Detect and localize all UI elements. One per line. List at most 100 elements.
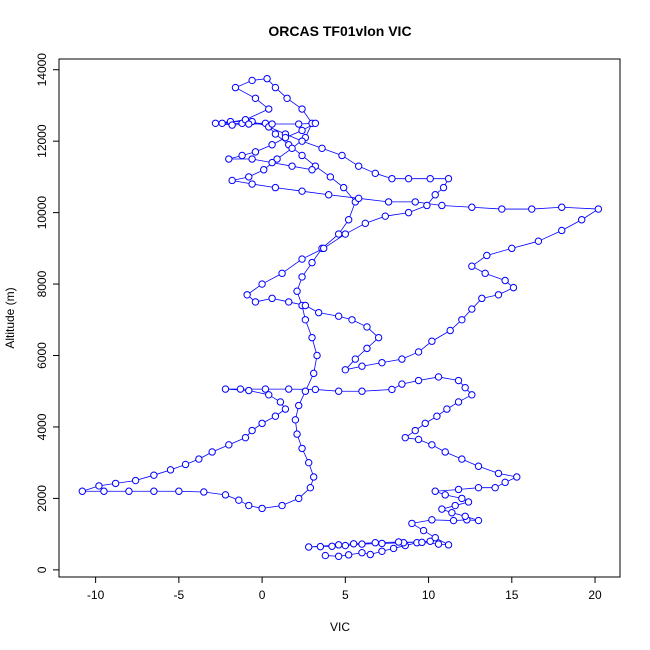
data-point	[458, 316, 466, 324]
data-point	[358, 549, 366, 557]
series-segment	[275, 187, 303, 192]
data-point	[394, 538, 403, 546]
y-tick-label: 14000	[35, 53, 49, 87]
y-tick-label: 4000	[35, 413, 49, 440]
data-point	[305, 543, 313, 551]
data-point	[321, 551, 330, 560]
series-segment	[323, 233, 346, 249]
data-point	[431, 534, 439, 542]
data-point	[316, 542, 325, 551]
data-point	[334, 312, 343, 320]
y-tick-label: 2000	[35, 485, 49, 512]
data-point	[285, 298, 293, 306]
data-point	[245, 501, 253, 510]
data-point	[334, 552, 343, 560]
data-point	[308, 166, 316, 174]
data-point	[534, 237, 543, 245]
data-point	[414, 435, 423, 444]
x-tick-label: -5	[174, 588, 185, 602]
data-point	[311, 119, 320, 128]
series-segment	[385, 212, 409, 217]
data-point	[241, 433, 250, 442]
data-point	[508, 244, 516, 253]
data-point	[301, 387, 310, 395]
x-tick-label: -10	[87, 588, 105, 602]
data-point	[358, 362, 366, 370]
series-segment	[561, 219, 582, 231]
data-point	[374, 333, 383, 342]
data-point	[398, 380, 406, 388]
data-point	[358, 387, 366, 395]
data-point	[314, 308, 323, 317]
data-point	[468, 203, 476, 211]
plot-area-frame	[58, 58, 621, 578]
x-tick-label: 20	[588, 588, 602, 602]
data-point	[433, 412, 441, 420]
data-point	[265, 105, 273, 113]
data-point	[150, 471, 158, 479]
data-point	[464, 498, 473, 506]
data-point	[426, 174, 434, 183]
data-point	[421, 419, 429, 428]
data-point	[225, 155, 233, 163]
data-point	[431, 191, 439, 199]
series-segment	[245, 108, 269, 121]
data-point	[260, 166, 268, 174]
x-tick-label: 15	[505, 588, 519, 602]
data-point	[431, 487, 439, 495]
data-point	[258, 280, 266, 288]
data-point	[461, 512, 469, 520]
data-point	[281, 133, 290, 142]
x-tick-label: 10	[422, 588, 436, 602]
data-point	[411, 426, 419, 435]
data-point	[221, 491, 230, 499]
data-point	[268, 158, 276, 167]
data-point	[411, 198, 419, 206]
series-segment	[345, 222, 366, 235]
data-point	[228, 176, 236, 185]
data-point	[334, 387, 343, 395]
data-point	[444, 174, 453, 183]
data-point	[474, 462, 483, 470]
data-point	[301, 301, 310, 310]
data-point	[404, 208, 413, 217]
chart-title: ORCAS TF01vlon VIC	[268, 23, 411, 39]
data-point	[276, 398, 285, 406]
series-segment	[486, 247, 512, 256]
data-point	[384, 198, 393, 206]
data-point	[251, 148, 260, 156]
data-point	[288, 144, 296, 153]
data-point	[334, 230, 343, 238]
data-point	[308, 258, 316, 267]
data-point	[351, 355, 360, 363]
data-point	[408, 519, 416, 528]
data-point	[468, 391, 476, 399]
data-point	[344, 216, 353, 224]
data-point	[258, 419, 266, 428]
y-tick-label: 6000	[35, 342, 49, 369]
series-segment	[315, 389, 339, 392]
data-point	[528, 205, 536, 213]
data-point	[326, 173, 335, 181]
data-point	[309, 369, 318, 378]
data-point	[438, 201, 446, 210]
data-point	[306, 483, 315, 492]
data-point	[594, 205, 603, 213]
data-point	[166, 466, 175, 474]
data-point	[378, 358, 386, 367]
data-point	[243, 291, 251, 299]
data-point	[218, 119, 226, 128]
y-axis: 0 2000 4000 6000 8000 10000 12000 14000	[35, 53, 59, 573]
data-point	[281, 405, 290, 413]
data-point	[498, 205, 506, 213]
series-segment	[261, 272, 283, 285]
data-point	[308, 333, 316, 342]
y-tick-label: 0	[35, 566, 49, 573]
data-point	[468, 305, 476, 313]
data-point	[418, 538, 426, 547]
data-point	[271, 83, 280, 92]
data-point	[478, 294, 486, 303]
data-point	[293, 430, 301, 438]
data-point	[349, 540, 358, 548]
data-point	[461, 383, 469, 392]
